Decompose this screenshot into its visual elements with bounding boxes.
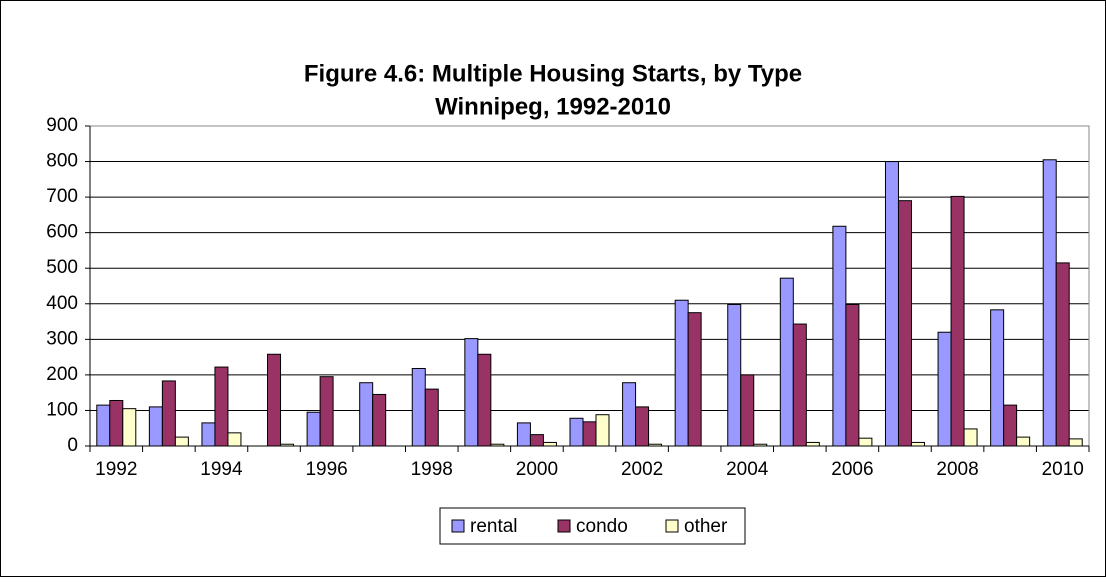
y-tick-label: 700 bbox=[46, 186, 78, 207]
legend-label: rental bbox=[470, 516, 518, 537]
y-tick-label: 100 bbox=[46, 399, 78, 420]
bar bbox=[319, 376, 334, 447]
legend-label: other bbox=[684, 516, 728, 537]
y-tick-label: 900 bbox=[46, 115, 78, 136]
bar bbox=[910, 441, 925, 447]
bar bbox=[674, 299, 689, 447]
bar bbox=[267, 353, 282, 447]
bar bbox=[687, 312, 702, 447]
bar bbox=[832, 225, 847, 447]
bar bbox=[635, 406, 650, 447]
bar bbox=[1042, 159, 1057, 447]
y-tick-label: 800 bbox=[46, 151, 78, 172]
bar bbox=[201, 422, 216, 447]
x-tick-label: 2008 bbox=[936, 459, 978, 480]
x-tick-label: 1998 bbox=[411, 459, 453, 480]
y-tick-label: 500 bbox=[46, 257, 78, 278]
bar bbox=[477, 353, 492, 447]
bar bbox=[727, 303, 742, 447]
legend-label: condo bbox=[576, 516, 628, 537]
x-tick-label: 1996 bbox=[305, 459, 347, 480]
bar bbox=[214, 366, 229, 447]
bar bbox=[306, 411, 321, 447]
bar bbox=[359, 382, 374, 447]
bar bbox=[174, 436, 189, 447]
bar bbox=[227, 432, 242, 447]
legend-box bbox=[439, 507, 746, 545]
bar bbox=[569, 417, 584, 447]
bar bbox=[990, 309, 1005, 447]
bar bbox=[122, 408, 137, 447]
bar bbox=[884, 161, 899, 447]
bar bbox=[937, 331, 952, 447]
bar bbox=[792, 323, 807, 447]
bar bbox=[1055, 262, 1070, 447]
x-tick-label: 2006 bbox=[831, 459, 873, 480]
bar bbox=[950, 195, 965, 447]
chart-title: Figure 4.6: Multiple Housing Starts, by … bbox=[304, 60, 802, 87]
bar bbox=[516, 422, 531, 447]
bar bbox=[779, 277, 794, 447]
bar bbox=[582, 421, 597, 447]
x-tick-label: 2010 bbox=[1042, 459, 1084, 480]
bar bbox=[96, 404, 111, 447]
bar bbox=[542, 441, 557, 447]
y-tick-label: 600 bbox=[46, 222, 78, 243]
x-tick-label: 1994 bbox=[200, 459, 243, 480]
bar bbox=[805, 441, 820, 447]
bar bbox=[897, 200, 912, 447]
chart-subtitle: Winnipeg, 1992-2010 bbox=[435, 93, 671, 120]
bar bbox=[529, 434, 544, 447]
y-tick-label: 0 bbox=[67, 435, 78, 456]
x-tick-label: 2000 bbox=[516, 459, 558, 480]
y-tick-label: 300 bbox=[46, 328, 78, 349]
bar bbox=[622, 382, 637, 447]
y-tick-label: 200 bbox=[46, 364, 78, 385]
x-tick-label: 2004 bbox=[726, 459, 769, 480]
legend-swatch bbox=[557, 519, 571, 533]
bar bbox=[740, 374, 755, 447]
bar bbox=[411, 367, 426, 447]
x-tick-label: 2002 bbox=[621, 459, 663, 480]
y-tick-label: 400 bbox=[46, 293, 78, 314]
bar bbox=[1068, 438, 1083, 447]
bar bbox=[595, 414, 610, 447]
bar bbox=[845, 303, 860, 447]
bar bbox=[464, 338, 479, 447]
x-tick-label: 1992 bbox=[95, 459, 137, 480]
bar bbox=[858, 437, 873, 447]
legend-swatch bbox=[665, 519, 679, 533]
bar bbox=[148, 406, 163, 447]
bar bbox=[161, 380, 176, 447]
bar bbox=[1016, 436, 1031, 447]
legend-swatch bbox=[451, 519, 465, 533]
bar bbox=[109, 399, 124, 447]
bar bbox=[372, 393, 387, 447]
bar bbox=[424, 388, 439, 447]
bar bbox=[1003, 404, 1018, 447]
bar bbox=[963, 428, 978, 447]
